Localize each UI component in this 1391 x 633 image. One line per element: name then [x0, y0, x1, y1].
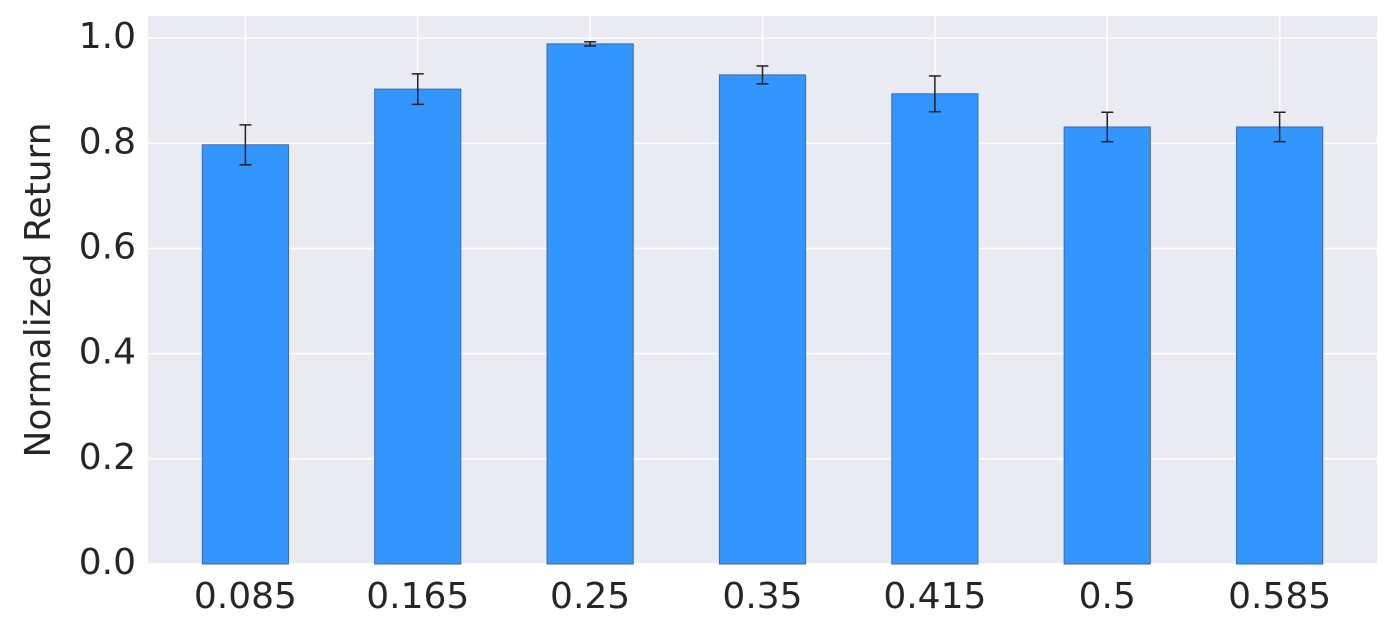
- error-bar: [928, 75, 941, 113]
- error-bar: [1101, 111, 1114, 143]
- x-tick-label: 0.5: [1079, 576, 1136, 617]
- x-tick-label: 0.415: [883, 576, 986, 617]
- x-tick-label: 0.585: [1228, 576, 1331, 617]
- y-axis-label: Normalized Return: [18, 122, 59, 457]
- error-bar: [411, 73, 424, 106]
- bar: [1063, 126, 1151, 565]
- bar: [718, 74, 807, 565]
- y-tick-label: 0.8: [79, 121, 136, 162]
- bar: [201, 144, 289, 565]
- bar: [1236, 126, 1324, 565]
- error-bar: [756, 65, 769, 85]
- x-tick-label: 0.25: [550, 576, 630, 617]
- error-bar: [239, 124, 252, 166]
- y-tick-label: 0.6: [79, 226, 136, 267]
- bar: [546, 43, 634, 565]
- y-tick-label: 0.4: [79, 332, 136, 373]
- y-tick-label: 0.2: [79, 437, 136, 478]
- x-tick-label: 0.35: [722, 576, 802, 617]
- x-tick-label: 0.165: [366, 576, 469, 617]
- bar: [374, 88, 462, 565]
- error-bar: [584, 41, 597, 47]
- y-tick-label: 0.0: [79, 542, 136, 583]
- bar: [891, 93, 979, 565]
- y-tick-label: 1.0: [79, 16, 136, 57]
- x-tick-label: 0.085: [194, 576, 297, 617]
- error-bar: [1273, 111, 1286, 143]
